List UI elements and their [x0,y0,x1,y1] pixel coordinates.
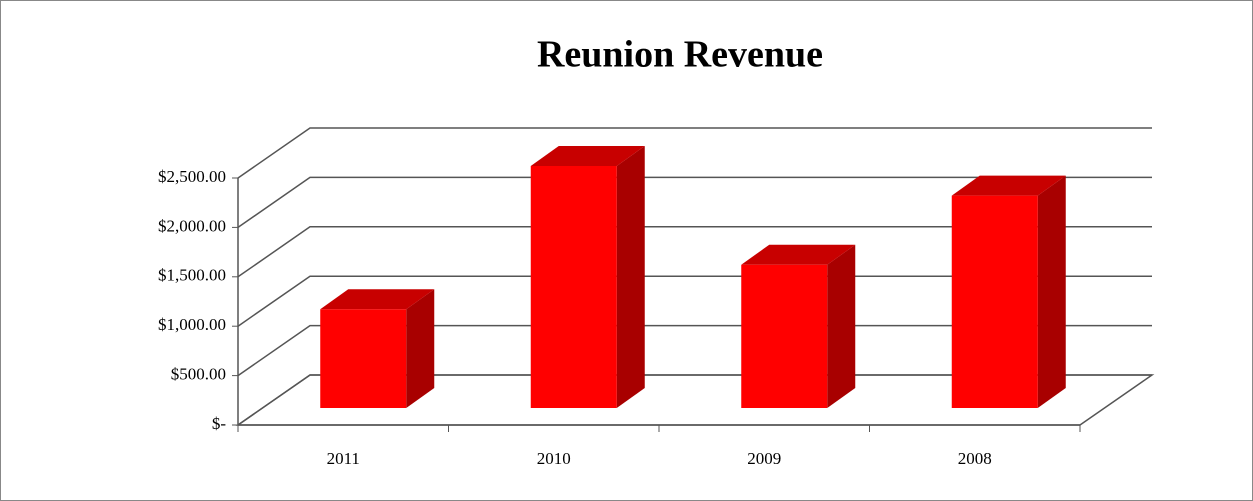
grid-line [237,275,1152,327]
bar-side [616,145,645,408]
x-tick-label: 2011 [327,449,360,468]
bar-top [951,175,1066,196]
bar-front [530,165,617,408]
x-tick-label: 2009 [747,449,781,468]
y-tick-label: $500.00 [171,365,226,384]
bar-side [406,289,435,408]
bar-front [951,195,1038,408]
y-tick-label: $2,500.00 [158,167,226,186]
grid-line [237,226,1152,278]
bar-top [320,289,435,310]
grid-line [237,374,1152,426]
chart-title: Reunion Revenue [537,34,823,76]
y-tick-label: $1,000.00 [158,315,226,334]
x-tick-label: 2010 [537,449,571,468]
grid-line [237,127,1152,179]
y-tick-label: $2,000.00 [158,216,226,235]
bar-side [827,244,856,408]
grid-line [237,324,1152,377]
x-tick-label: 2008 [958,449,992,468]
bar [741,244,856,408]
bar [951,175,1066,408]
bar-top [741,244,856,265]
bar-top [530,145,645,166]
y-tick-label: $- [212,414,227,433]
bar-front [741,264,828,408]
bar [530,145,645,408]
bar [320,289,435,408]
y-tick-label: $1,500.00 [158,266,226,285]
bar-front [320,309,407,408]
grid-line [237,176,1152,229]
bar-side [1037,175,1066,408]
